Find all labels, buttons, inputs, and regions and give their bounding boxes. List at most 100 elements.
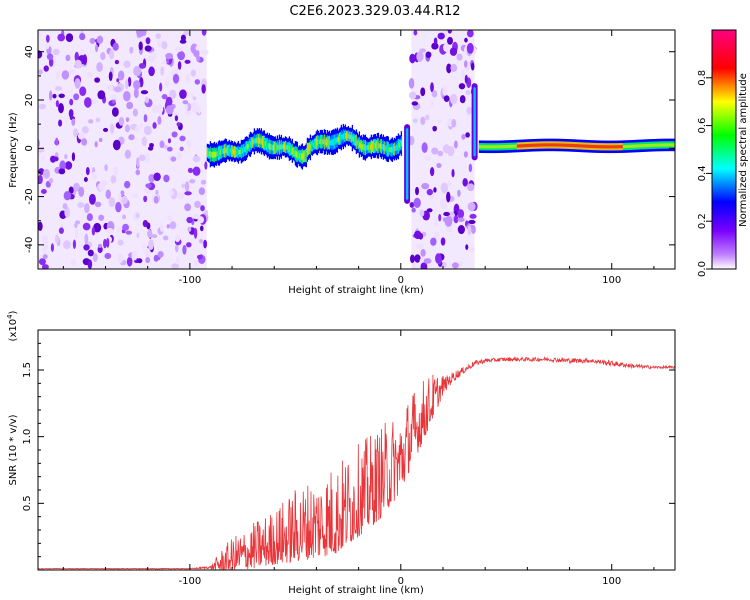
noise-blob [420,87,426,97]
signal-band-core [230,148,233,154]
noise-blob [429,166,435,177]
noise-blob [86,213,93,222]
signal-band-core [314,141,317,146]
signal-band-core [576,144,579,148]
signal-band-core [363,144,366,151]
noise-blob [148,66,155,77]
noise-blob [409,201,415,208]
signal-band-core [557,143,560,147]
signal-band-core [268,143,271,150]
signal-band-core [290,147,293,153]
noise-blob [129,46,134,54]
noise-blob [451,262,459,269]
signal-band-core [568,143,571,147]
signal-band-core [649,143,652,147]
noise-blob [459,95,466,104]
noise-blob [409,53,416,64]
colorbar-tick-label: 0.4 [697,165,708,181]
signal-band-core [613,145,616,149]
signal-band-core [646,143,649,148]
signal-band-core [364,144,367,151]
signal-band-core [339,135,342,141]
signal-band-core [648,143,651,147]
noise-blob [95,44,99,53]
noise-blob [126,101,134,110]
signal-band-core [616,145,619,149]
signal-band-core [538,143,541,147]
noise-blob [166,146,173,152]
signal-band-core [624,144,627,149]
noise-blob [73,93,80,101]
signal-band-core [300,153,303,160]
signal-band-core [355,138,358,145]
noise-blob [416,243,424,250]
signal-band-core [626,144,629,149]
noise-blob [136,157,140,168]
noise-blob [84,233,89,245]
noise-blob [200,179,207,185]
signal-band-core [236,149,239,155]
noise-blob [424,114,430,121]
signal-band-core [598,145,601,149]
signal-band-core [280,143,283,150]
noise-blob [104,164,108,172]
signal-band-core [566,143,569,147]
signal-band-core [530,143,533,147]
signal-band-core [348,134,351,139]
noise-blob [175,244,179,253]
signal-band-core [212,151,215,158]
signal-band-core [504,145,507,149]
signal-band-core [362,143,365,151]
noise-blob [83,176,88,183]
signal-band-core [492,145,495,149]
signal-band-core [513,144,516,148]
noise-blob [144,96,149,104]
noise-blob [61,70,70,80]
noise-blob [457,225,465,235]
signal-band-core [535,143,538,147]
noise-blob [120,190,125,197]
noise-blob [64,207,71,218]
noise-blob [167,138,172,144]
noise-blob [190,91,194,99]
noise-blob [38,174,43,185]
noise-blob [163,235,169,241]
noise-blob [451,168,455,178]
noise-blob [73,128,79,138]
noise-blob [171,131,178,138]
noise-blob [166,224,170,229]
noise-blob [200,205,205,212]
noise-blob [87,71,93,78]
signal-band-core [640,144,643,148]
noise-blob [126,256,133,267]
noise-blob [112,139,121,151]
noise-blob [87,249,94,257]
signal-band-core [294,150,297,157]
noise-blob [145,256,151,264]
noise-blob [182,244,187,255]
signal-band-core [381,144,384,150]
signal-band-core [480,145,483,149]
signal-band-core [552,143,555,147]
signal-band-core [573,144,576,148]
noise-blob [467,225,472,236]
signal-band-core [498,145,501,149]
noise-blob [65,54,71,62]
noise-blob [172,73,180,84]
signal-band-core [590,144,593,148]
noise-blob [127,76,132,87]
signal-band-core [287,145,290,151]
noise-blob [55,137,59,146]
signal-band-core [367,145,370,150]
noise-blob [141,36,146,44]
signal-band-core [208,151,211,156]
noise-blob [159,140,165,149]
signal-band-core [634,144,637,148]
signal-band-core [344,133,347,139]
noise-blob [192,155,201,163]
noise-blob [182,100,189,105]
signal-band-core [269,143,272,150]
noise-blob [151,234,158,239]
noise-blob [63,240,71,250]
signal-band-core [385,145,388,152]
